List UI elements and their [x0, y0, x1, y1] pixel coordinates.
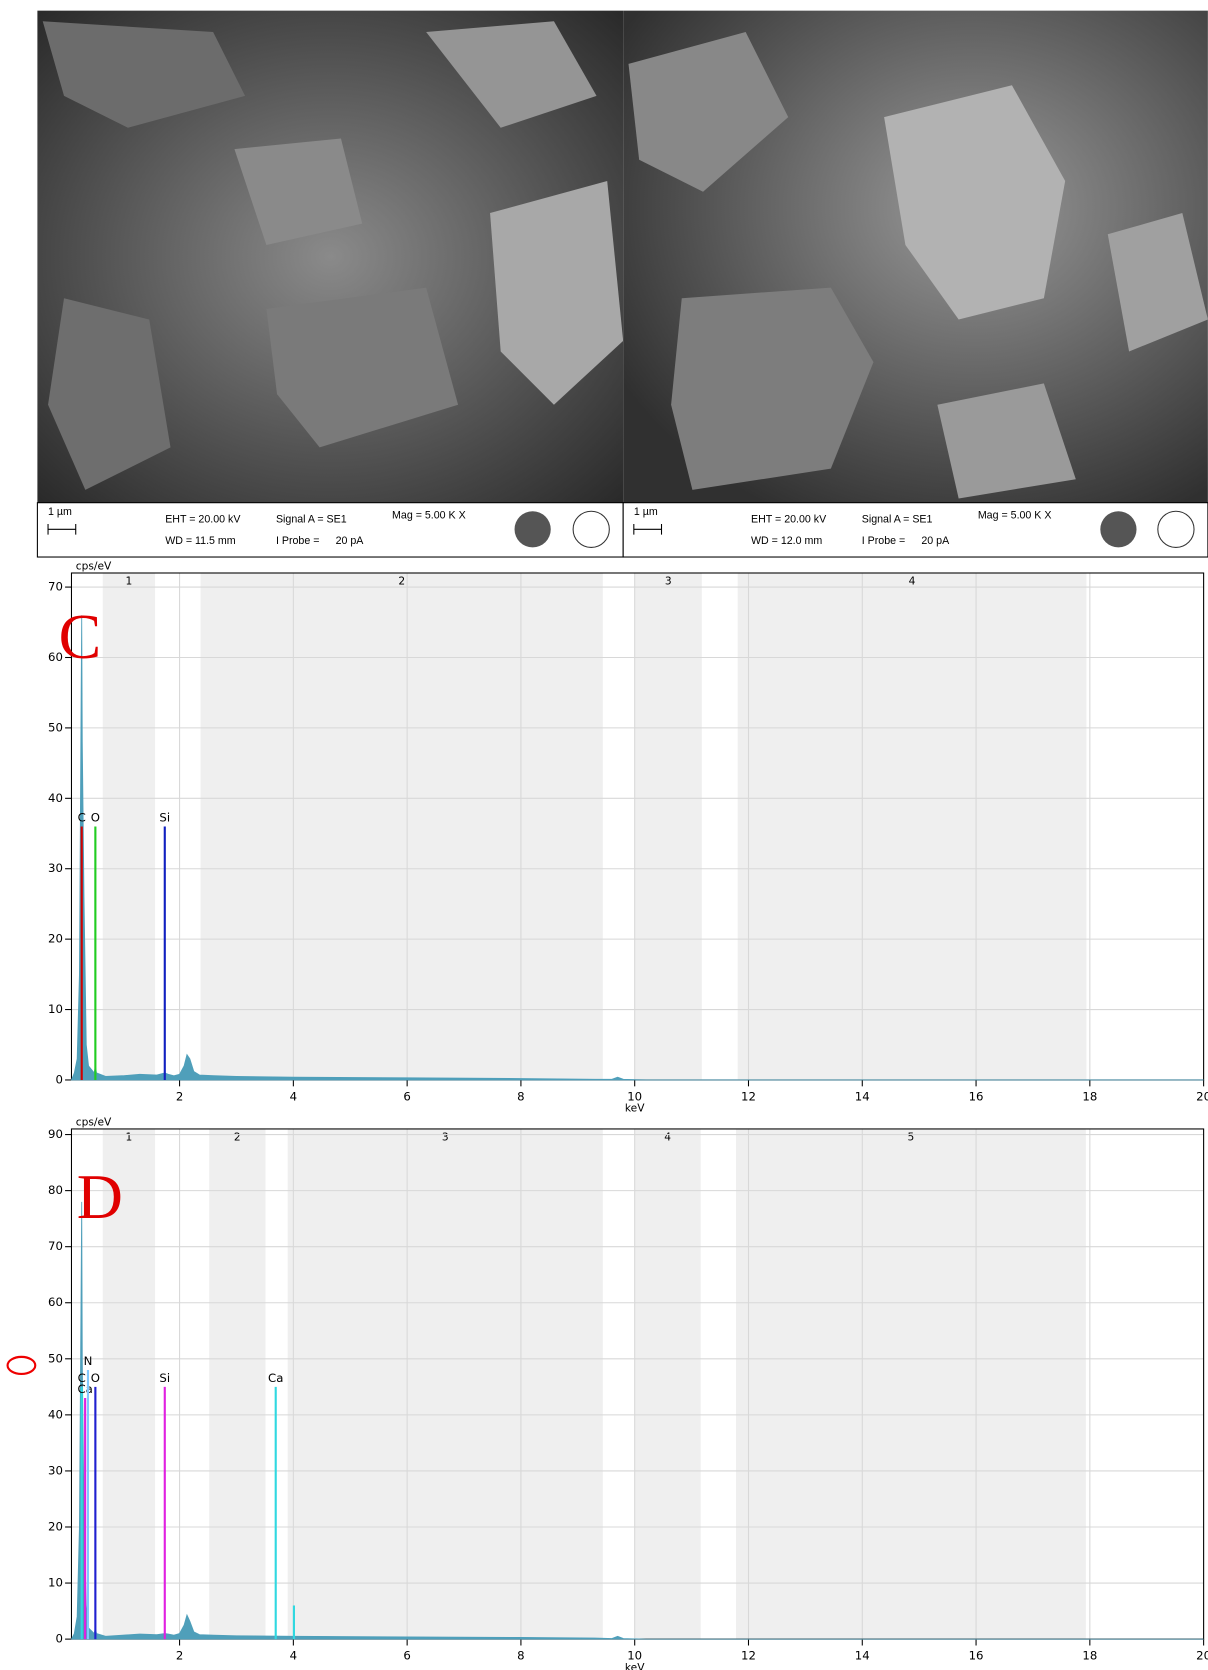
y-tick-label: 20	[48, 932, 63, 946]
mag: Mag = 5.00 K X	[978, 509, 1052, 521]
x-tick-label: 12	[741, 1090, 756, 1104]
region	[736, 1129, 1086, 1639]
y-tick-label: 10	[48, 1002, 63, 1016]
panel-label: D	[77, 1161, 123, 1232]
region-label: 1	[126, 575, 133, 588]
probe: 20 pA	[921, 535, 950, 547]
y-tick-label: 40	[48, 1407, 63, 1421]
y-tick-label: 40	[48, 791, 63, 805]
x-tick-label: 14	[855, 1649, 870, 1663]
x-tick-label: 8	[517, 1649, 524, 1663]
region	[201, 573, 603, 1080]
y-tick-label: 10	[48, 1576, 63, 1590]
y-tick-label: 60	[48, 1295, 63, 1309]
mag: Mag = 5.00 K X	[392, 509, 466, 521]
region	[103, 573, 155, 1080]
x-tick-label: 2	[176, 1090, 183, 1104]
x-tick-label: 18	[1082, 1649, 1097, 1663]
element-label: N	[84, 1354, 93, 1368]
x-tick-label: 16	[969, 1090, 984, 1104]
y-tick-label: 0	[56, 1072, 63, 1086]
y-axis-label: cps/eV	[76, 1116, 112, 1129]
element-label: O	[91, 810, 100, 824]
region-label: 3	[665, 575, 672, 588]
x-axis-label: keV	[625, 1102, 645, 1115]
x-tick-label: 8	[517, 1090, 524, 1104]
x-tick-label: 4	[290, 1649, 297, 1663]
x-tick-label: 20	[1196, 1090, 1208, 1104]
y-tick-label: 30	[48, 861, 63, 875]
x-tick-label: 14	[855, 1090, 870, 1104]
signal: Signal A = SE1	[276, 514, 347, 526]
region-label: 4	[909, 575, 916, 588]
eht: EHT = 20.00 kV	[751, 514, 827, 526]
probe: 20 pA	[336, 535, 365, 547]
region-label: 2	[234, 1130, 241, 1143]
x-tick-label: 18	[1082, 1090, 1097, 1104]
y-axis-label: cps/eV	[76, 560, 112, 573]
region	[288, 1129, 603, 1639]
y-tick-label: 50	[48, 1351, 63, 1365]
region-label: 5	[908, 1130, 915, 1143]
scale-bar-label: 1 µm	[634, 506, 658, 518]
x-tick-label: 6	[403, 1090, 410, 1104]
x-tick-label: 12	[741, 1649, 756, 1663]
region-label: 1	[126, 1130, 133, 1143]
region	[209, 1129, 265, 1639]
region-label: 2	[398, 575, 405, 588]
region	[635, 1129, 701, 1639]
x-tick-label: 20	[1196, 1649, 1208, 1663]
element-label: Ca	[268, 1371, 283, 1385]
y-tick-label: 70	[48, 580, 63, 594]
panel-label: C	[59, 601, 102, 672]
wd: WD = 12.0 mm	[751, 535, 822, 547]
element-label: Si	[159, 810, 170, 824]
y-tick-label: 50	[48, 720, 63, 734]
y-tick-label: 0	[56, 1632, 63, 1646]
element-label: C	[78, 810, 86, 824]
y-tick-label: 70	[48, 1239, 63, 1253]
x-tick-label: 16	[969, 1649, 984, 1663]
region	[738, 573, 1087, 1080]
y-tick-label: 80	[48, 1183, 63, 1197]
x-tick-label: 4	[290, 1090, 297, 1104]
spectrum-chart: 1234524681012141618200102030405060708090…	[48, 1116, 1208, 1670]
y-tick-label: 90	[48, 1127, 63, 1141]
scale-bar-label: 1 µm	[48, 506, 72, 518]
x-axis-label: keV	[625, 1661, 645, 1670]
element-label: Si	[159, 1371, 170, 1385]
signal: Signal A = SE1	[862, 514, 933, 526]
region-label: 4	[664, 1130, 671, 1143]
region-label: 3	[442, 1130, 449, 1143]
y-tick-label: 30	[48, 1463, 63, 1477]
y-tick-label: 20	[48, 1519, 63, 1533]
marker-oval	[8, 1357, 36, 1374]
x-tick-label: 2	[176, 1649, 183, 1663]
x-tick-label: 6	[403, 1649, 410, 1663]
wd: WD = 11.5 mm	[165, 535, 236, 547]
spectrum-chart: 12342468101214161820010203040506070cps/e…	[48, 560, 1208, 1115]
figure: 1 µm EHT = 20.00 kV WD = 11.5 mm Signal A =…	[0, 0, 1208, 1670]
region	[635, 573, 702, 1080]
probe-label: I Probe =	[862, 535, 905, 547]
element-label: O	[91, 1371, 100, 1385]
eht: EHT = 20.00 kV	[165, 514, 241, 526]
sem-images	[37, 11, 1207, 557]
probe-label: I Probe =	[276, 535, 319, 547]
